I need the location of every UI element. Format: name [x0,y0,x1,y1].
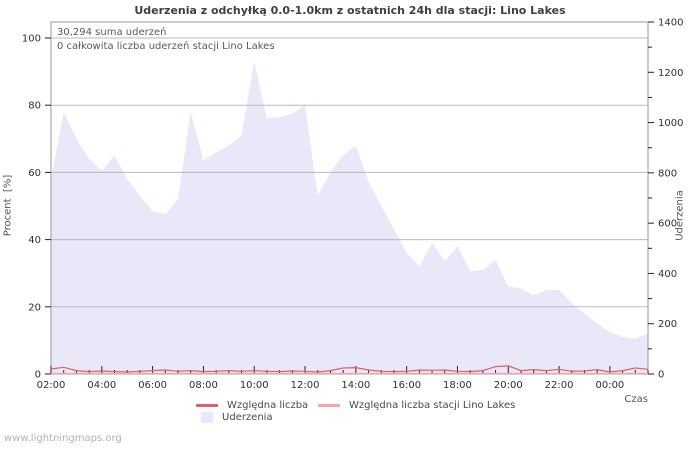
x-tick-label: 10:00 [240,380,269,391]
y-left-tick-label: 60 [28,168,41,179]
x-tick-label: 04:00 [87,380,116,391]
x-tick-label: 02:00 [37,380,66,391]
x-tick-label: 16:00 [392,380,421,391]
y-right-tick-label: 0 [658,370,664,381]
line-series-relative [50,365,649,373]
sum-strikes-annotation: 30,294 suma uderzeń [57,27,167,38]
y-right-tick-label: 800 [658,168,677,179]
y-axis-right-label: Uderzenia [674,190,686,241]
y-left-tick-label: 80 [28,101,41,112]
x-tick-label: 18:00 [443,380,472,391]
y-right-tick-label: 1200 [658,68,683,79]
relative-line-swatch [196,404,218,407]
area-series-uderzenia [51,61,648,374]
y-right-tick-label: 1000 [658,118,683,129]
x-tick-label: 00:00 [595,380,624,391]
x-tick-label: 08:00 [189,380,218,391]
legend-item-strikes: Uderzenia [201,412,273,423]
legend-label-relative-station: Względna liczba stacji Lino Lakes [349,400,516,411]
x-tick-label: 20:00 [494,380,523,391]
y-right-tick-label: 200 [658,319,677,330]
y-left-tick-label: 20 [28,302,41,313]
y-left-tick-label: 40 [28,235,41,246]
x-tick-label: 14:00 [341,380,370,391]
x-axis-label: Czas [624,394,648,405]
chart-title: Uderzenia z odchyłką 0.0-1.0km z ostatni… [134,4,566,17]
x-tick-label: 06:00 [138,380,167,391]
y-axis-left-label: Procent [%] [2,174,14,237]
x-tick-label: 12:00 [291,380,320,391]
watermark: www.lightningmaps.org [4,433,122,444]
y-right-tick-label: 1400 [658,18,683,29]
station-line-swatch [318,404,340,407]
y-right-tick-label: 600 [658,219,677,230]
x-tick-label: 22:00 [545,380,574,391]
legend-item-relative: Względna liczba [196,400,308,411]
y-left-tick-label: 100 [22,34,41,45]
y-left-tick-label: 0 [35,370,41,381]
strikes-area-swatch [201,412,213,423]
y-right-tick-label: 400 [658,269,677,280]
station-total-annotation: 0 całkowita liczba uderzeń stacji Lino L… [57,41,275,52]
legend-label-strikes: Uderzenia [222,412,273,423]
legend-label-relative: Względna liczba [227,400,309,411]
legend-item-relative-station: Względna liczba stacji Lino Lakes [318,400,515,411]
